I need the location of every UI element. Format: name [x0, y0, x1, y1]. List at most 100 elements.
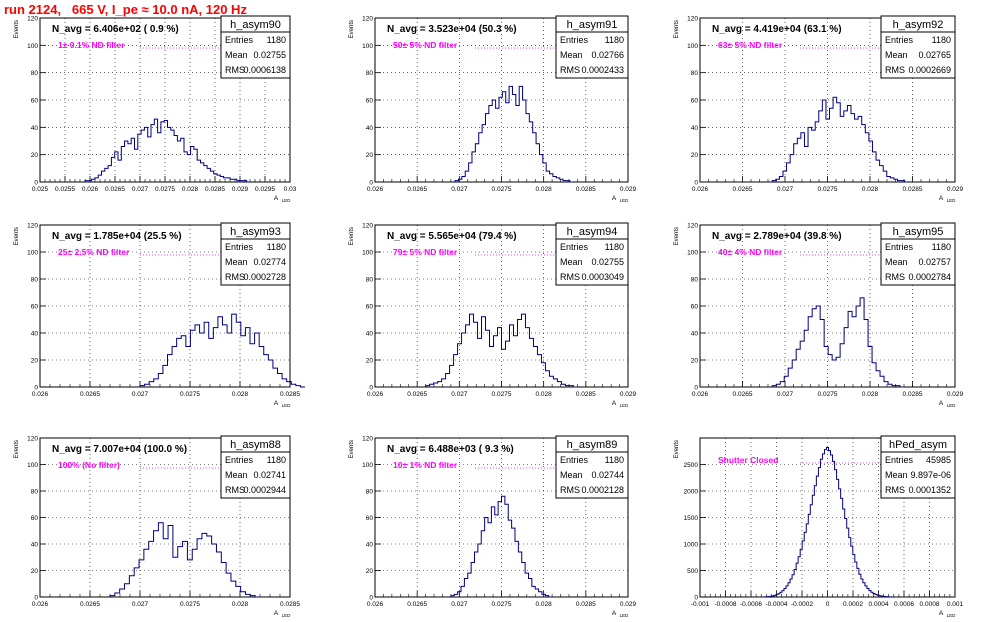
stat-label: Entries — [560, 35, 589, 45]
stat-value: 0.02774 — [253, 257, 286, 267]
x-tick-label: 0.03 — [284, 186, 297, 193]
y-tick-label: 1500 — [684, 515, 699, 522]
x-tick-label: 0.0275 — [492, 601, 512, 608]
filter-note: Shutter Closed — [718, 455, 778, 465]
x-axis-title: A — [274, 610, 279, 617]
x-tick-label: 0.027 — [777, 186, 794, 193]
histogram-series — [139, 313, 305, 388]
y-tick-label: 60 — [31, 304, 39, 311]
histogram-name: h_asym93 — [230, 226, 281, 238]
stat-label: Entries — [885, 35, 914, 45]
stat-label: RMS — [225, 65, 245, 75]
histogram-name: h_asym90 — [230, 19, 281, 31]
x-tick-label: 0.028 — [182, 186, 199, 193]
stat-value: 0.02757 — [918, 257, 951, 267]
x-tick-label: 0.029 — [620, 601, 637, 608]
y-tick-label: 80 — [31, 489, 39, 496]
stat-value: 1180 — [267, 35, 286, 45]
x-tick-label: 0.0285 — [903, 186, 923, 193]
y-tick-label: 100 — [27, 43, 38, 50]
x-tick-label: 0.0285 — [280, 601, 300, 608]
histogram-name: h_asym91 — [567, 19, 618, 31]
x-tick-label: 0.026 — [32, 601, 49, 608]
y-axis-title: Events — [349, 20, 355, 38]
x-tick-label: 0.0285 — [903, 391, 923, 398]
x-tick-label: 0.029 — [620, 391, 637, 398]
y-tick-label: 120 — [27, 16, 38, 23]
stat-label: Mean — [885, 470, 908, 480]
stat-value: 45985 — [926, 455, 951, 465]
stat-label: RMS — [560, 65, 580, 75]
stat-label: Mean — [885, 50, 908, 60]
x-tick-label: 0.0265 — [407, 391, 427, 398]
x-tick-label: 0.0285 — [576, 186, 596, 193]
x-tick-label: 0.029 — [947, 391, 964, 398]
stats-box — [220, 238, 291, 286]
x-axis-subscript: LED — [620, 613, 630, 618]
stat-value: 0.02741 — [253, 470, 286, 480]
x-tick-label: 0.026 — [32, 391, 49, 398]
x-tick-label: 0.0255 — [55, 186, 75, 193]
x-tick-label: 0.026 — [82, 186, 99, 193]
y-tick-label: 100 — [687, 250, 698, 257]
x-tick-label: 0.027 — [451, 601, 468, 608]
y-tick-label: 40 — [366, 125, 374, 132]
y-axis-title: Events — [674, 20, 680, 38]
filter-note: 79± 5% ND filter — [393, 247, 458, 257]
y-tick-label: 20 — [31, 568, 39, 575]
y-tick-label: 1000 — [684, 542, 699, 549]
filter-note: 40± 4% ND filter — [718, 247, 783, 257]
filter-note: 100% (No filter) — [58, 460, 120, 470]
y-tick-label: 20 — [366, 358, 374, 365]
x-axis-subscript: LED — [620, 403, 630, 408]
x-tick-label: 0.026 — [692, 391, 709, 398]
y-tick-label: 100 — [362, 462, 373, 469]
y-axis-title: Events — [674, 440, 680, 458]
stat-value: 1180 — [932, 35, 951, 45]
histogram-pad-h_asym91: 0.026 0.0265 0.027 0.0275 0.028 0.0285 0.029 0 2… — [349, 15, 637, 203]
navg-label: N_avg = 2.789e+04 (39.8 %) — [712, 231, 842, 242]
stats-box — [555, 238, 629, 286]
y-tick-label: 20 — [31, 358, 39, 365]
x-tick-label: 0.0285 — [280, 391, 300, 398]
x-tick-label: 0.0265 — [80, 391, 100, 398]
x-axis-subscript: LED — [282, 403, 292, 408]
x-tick-label: 0.0285 — [576, 601, 596, 608]
stat-label: Mean — [560, 257, 583, 267]
x-tick-label: 0.028 — [862, 186, 879, 193]
x-tick-label: 0.026 — [367, 601, 384, 608]
stat-value: 0.0002944 — [243, 485, 286, 495]
stat-label: Entries — [885, 242, 914, 252]
x-tick-label: 0.028 — [536, 391, 553, 398]
stat-value: 0.0002128 — [581, 485, 624, 495]
histogram-series — [109, 522, 260, 598]
stats-box — [880, 238, 956, 286]
x-tick-label: 0.029 — [620, 186, 637, 193]
histogram-series — [454, 85, 574, 183]
stat-label: RMS — [225, 485, 245, 495]
stat-label: RMS — [885, 65, 905, 75]
stat-label: Entries — [225, 35, 254, 45]
x-axis-title: A — [939, 195, 944, 202]
histogram-name: hPed_asym — [889, 439, 947, 451]
navg-label: N_avg = 7.007e+04 (100.0 %) — [52, 444, 187, 455]
stat-value: 0.02765 — [918, 50, 951, 60]
x-tick-label: 0.0008 — [920, 601, 940, 608]
y-tick-label: 20 — [366, 152, 374, 159]
x-axis-subscript: LED — [282, 613, 292, 618]
histogram-series — [450, 495, 553, 598]
stat-label: Entries — [225, 242, 254, 252]
x-tick-label: -0.001 — [691, 601, 710, 608]
x-tick-label: 0.029 — [947, 186, 964, 193]
stat-value: 0.0002728 — [243, 272, 286, 282]
filter-note: 63± 5% ND filter — [718, 40, 783, 50]
y-tick-label: 100 — [27, 250, 38, 257]
stat-label: Entries — [560, 242, 589, 252]
y-tick-label: 40 — [366, 542, 374, 549]
x-tick-label: 0.0275 — [492, 391, 512, 398]
y-tick-label: 0 — [369, 180, 373, 187]
x-tick-label: 0.027 — [132, 186, 149, 193]
x-tick-label: 0.001 — [947, 601, 964, 608]
x-tick-label: 0.027 — [451, 186, 468, 193]
